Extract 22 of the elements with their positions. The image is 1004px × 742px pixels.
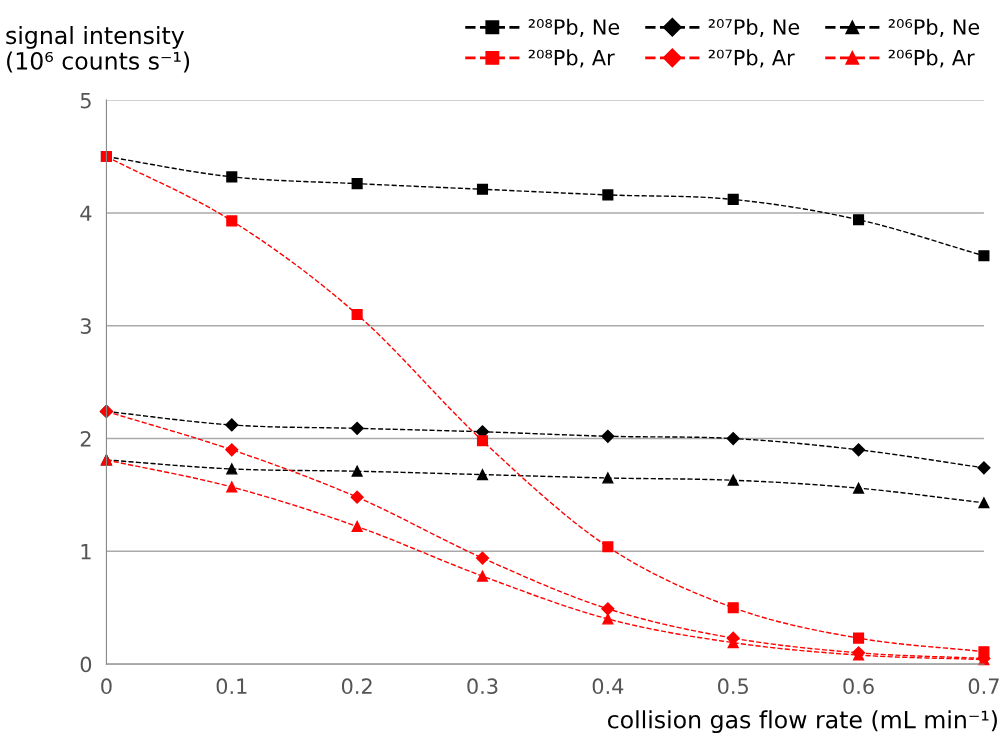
y-tick-label: 1: [81, 544, 91, 560]
y-tick-label: 0: [80, 656, 92, 673]
x-tick-label: 0: [101, 678, 112, 695]
legend-label: ²⁰⁷Pb, Ne: [708, 18, 800, 37]
legend-label: ²⁰⁶Pb, Ar: [888, 49, 975, 68]
legend-label: ²⁰⁶Pb, Ne: [888, 18, 980, 37]
x-axis-title: collision gas flow rate (mL min⁻¹): [608, 710, 997, 734]
y-tick-label: 2: [80, 430, 91, 447]
x-tick-label: 0.2: [341, 678, 372, 695]
y-tick-label: 5: [80, 92, 91, 109]
x-tick-label: 0.6: [843, 678, 874, 695]
x-tick-label: 0.5: [718, 678, 748, 695]
x-tick-label: 0.4: [592, 678, 624, 695]
legend-label: ²⁰⁷Pb, Ar: [708, 49, 795, 68]
x-tick-label: 0.1: [216, 678, 247, 695]
x-tick-label: 0.7: [968, 678, 999, 695]
x-tick-label: 0.3: [467, 678, 498, 695]
legend-label: ²⁰⁸Pb, Ar: [528, 49, 615, 68]
y-tick-label: 3: [80, 318, 91, 334]
legend-label: ²⁰⁸Pb, Ne: [528, 18, 620, 37]
y-tick-label: 4: [80, 205, 92, 221]
y-axis-title: signal intensity (10⁶ counts s⁻¹): [6, 25, 190, 73]
